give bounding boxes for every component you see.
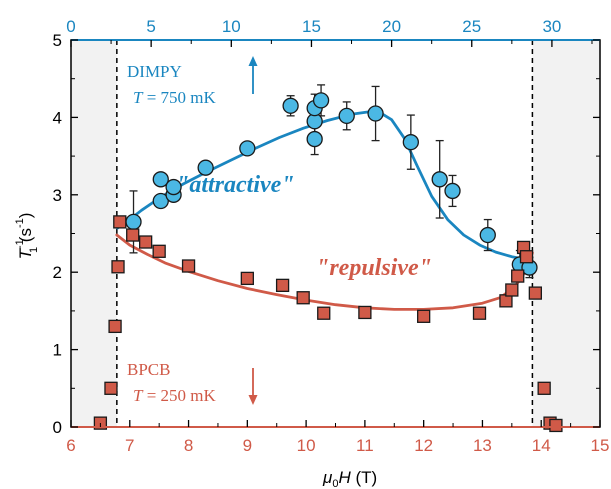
dimpy-point: [312, 92, 330, 109]
svg-text:T-11 (s-1): T-11 (s-1): [14, 213, 40, 260]
bottom-tick-label: 8: [184, 436, 193, 455]
bottom-tick-label: 15: [591, 436, 610, 455]
dimpy-point: [239, 140, 256, 157]
y-tick-label: 2: [53, 263, 62, 282]
bottom-tick-label: 10: [297, 436, 316, 455]
dimpy-point: [197, 159, 214, 176]
bpcb-point: [138, 235, 153, 249]
bpcb-point: [537, 381, 551, 395]
bottom-tick-label: 9: [243, 436, 252, 455]
data-markers: [93, 92, 563, 433]
dimpy-point: [152, 192, 169, 210]
bpcb-point: [275, 278, 290, 293]
bpcb-point: [317, 306, 331, 320]
bpcb-point: [113, 215, 127, 229]
top-tick-label: 25: [462, 17, 481, 36]
bpcb-temperature: T = 250 mK: [133, 386, 217, 405]
x-axis-title: μ0H (T): [322, 468, 377, 489]
repulsive-label: "repulsive": [316, 255, 432, 281]
shaded-regions: [71, 40, 600, 427]
bpcb-point: [358, 305, 372, 320]
dimpy-point: [431, 171, 448, 188]
bpcb-point: [417, 309, 431, 323]
bottom-tick-label: 11: [356, 436, 374, 455]
dimpy-temperature: T = 750 mK: [133, 88, 217, 107]
top-tick-label: 20: [382, 17, 401, 36]
y-axis-title: T-11 (s-1): [14, 213, 40, 260]
bottom-tick-label: 7: [125, 436, 134, 455]
bpcb-point: [511, 269, 525, 283]
bpcb-point: [126, 228, 140, 242]
bottom-tick-label: 14: [532, 436, 551, 455]
bpcb-label: BPCB: [127, 360, 170, 379]
bpcb-point: [181, 259, 196, 273]
phase-boundary-lines: [116, 40, 534, 427]
dimpy-label: DIMPY: [127, 62, 182, 81]
bpcb-point: [104, 381, 118, 395]
bpcb-point: [152, 244, 166, 258]
bpcb-point: [472, 306, 487, 320]
dimpy-point: [306, 130, 323, 148]
dimpy-point: [367, 105, 384, 122]
bpcb-point: [505, 283, 519, 297]
shaded-region: [532, 40, 600, 427]
bpcb-point: [240, 271, 254, 286]
down-arrow-icon: [248, 368, 258, 405]
bpcb-point: [528, 286, 542, 300]
top-tick-label: 30: [542, 17, 561, 36]
dimpy-point: [152, 171, 169, 188]
bpcb-point: [519, 250, 534, 264]
attractive-label: "attractive": [176, 172, 295, 198]
top-tick-label: 5: [146, 17, 155, 36]
y-tick-label: 5: [53, 31, 62, 50]
bottom-tick-label: 13: [473, 436, 492, 455]
y-tick-label: 3: [53, 186, 62, 205]
dimpy-point: [282, 97, 299, 114]
dimpy-point: [479, 226, 496, 244]
shaded-region: [71, 40, 117, 427]
up-arrow-icon: [248, 56, 258, 94]
y-tick-label: 4: [53, 108, 62, 127]
dimpy-point: [338, 107, 355, 125]
top-tick-label: 10: [222, 17, 241, 36]
dimpy-point: [125, 213, 142, 231]
bottom-tick-label: 6: [66, 436, 75, 455]
y-tick-label: 0: [53, 418, 62, 437]
bottom-tick-label: 12: [414, 436, 433, 455]
dimpy-point: [402, 134, 419, 151]
dimpy-point: [165, 178, 182, 196]
dimpy-point: [444, 182, 461, 200]
top-tick-label: 0: [66, 17, 75, 36]
y-tick-label: 1: [53, 341, 62, 360]
bpcb-point: [296, 291, 310, 305]
bpcb-point: [108, 319, 122, 334]
top-tick-label: 15: [302, 17, 321, 36]
bpcb-point: [549, 418, 563, 433]
bpcb-point: [111, 260, 125, 274]
